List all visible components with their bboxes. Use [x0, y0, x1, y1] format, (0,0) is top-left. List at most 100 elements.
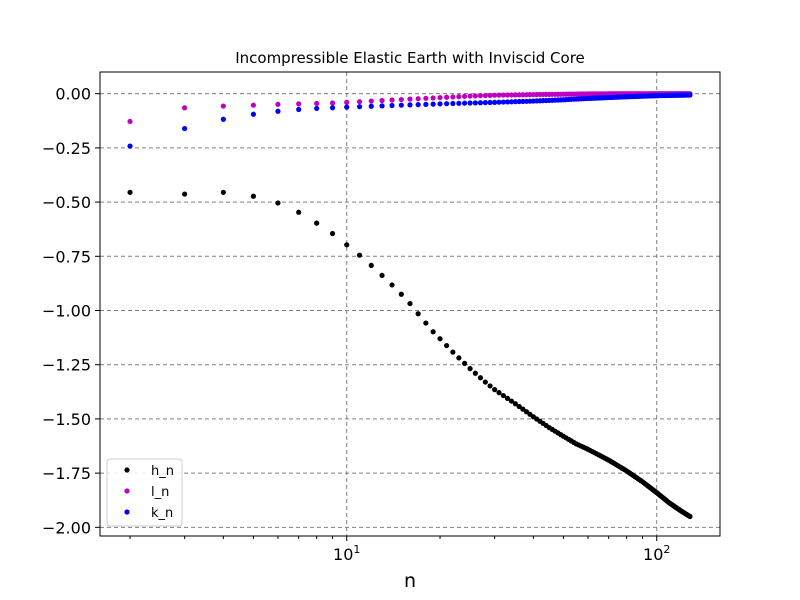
point-kn — [296, 106, 302, 113]
x-tick-label: 101 — [333, 543, 360, 564]
point-hn — [487, 383, 493, 389]
y-tick-label: −1.75 — [42, 464, 91, 483]
point-kn — [314, 105, 320, 112]
point-hn — [127, 189, 133, 195]
point-hn — [314, 220, 320, 226]
legend-box — [106, 458, 183, 527]
point-kn — [516, 98, 522, 105]
point-hn — [512, 401, 518, 407]
point-kn — [329, 105, 336, 111]
data-points — [127, 91, 693, 520]
point-ln — [430, 95, 436, 101]
point-ln — [379, 97, 385, 104]
point-ln — [487, 92, 493, 98]
point-kn — [450, 100, 456, 107]
point-ln — [500, 92, 506, 98]
legend-marker-kn — [124, 509, 130, 515]
point-kn — [356, 104, 363, 110]
point-hn — [516, 403, 522, 410]
axis-ticks: 0.00 −0.25 −0.50 −0.75 −1.00 −1.25 −1.50 −1.75 −… — [42, 85, 670, 564]
grid — [100, 72, 720, 536]
point-ln — [516, 92, 522, 98]
point-ln — [389, 97, 395, 103]
x-tick-label-exp: 1 — [353, 543, 360, 556]
point-kn — [182, 125, 188, 132]
point-kn — [512, 99, 518, 105]
point-ln — [423, 95, 429, 101]
point-hn — [482, 379, 488, 385]
legend-marker-ln — [124, 488, 130, 494]
point-kn — [398, 102, 404, 108]
chart-title: Incompressible Elastic Earth with Invisc… — [235, 49, 585, 67]
plot-frame — [99, 71, 721, 537]
point-hn — [461, 360, 468, 366]
point-ln — [456, 94, 462, 100]
point-ln — [296, 101, 302, 107]
point-ln — [496, 92, 502, 98]
point-hn — [250, 193, 256, 199]
legend: h_n l_n k_n — [106, 458, 183, 527]
point-ln — [368, 98, 374, 104]
point-kn — [496, 99, 502, 105]
point-hn — [344, 242, 350, 248]
point-hn — [356, 252, 363, 258]
point-ln — [398, 96, 404, 103]
point-kn — [389, 102, 395, 109]
point-hn — [389, 282, 395, 288]
y-tick-label: −0.50 — [42, 193, 91, 212]
point-ln — [504, 92, 511, 98]
y-tick-label: 0.00 — [55, 85, 91, 104]
y-tick-label: −1.50 — [42, 410, 91, 429]
point-hn — [472, 370, 478, 376]
point-kn — [407, 102, 413, 108]
point-kn — [368, 103, 374, 109]
point-ln — [450, 94, 456, 100]
point-ln — [220, 103, 226, 109]
point-ln — [182, 105, 188, 111]
point-hn — [504, 395, 511, 401]
point-kn — [508, 99, 515, 105]
point-kn — [467, 100, 473, 106]
point-ln — [444, 94, 450, 100]
point-ln — [477, 93, 484, 99]
x-tick-label-exp: 2 — [663, 543, 670, 556]
point-hn — [220, 189, 226, 195]
x-tick-label: 102 — [643, 543, 670, 564]
point-kn — [127, 143, 133, 149]
y-tick-label: −0.75 — [42, 247, 91, 266]
point-ln — [482, 92, 488, 99]
x-tick-label-base: 10 — [333, 545, 353, 564]
point-hn — [379, 272, 385, 278]
point-kn — [415, 102, 421, 108]
point-kn — [487, 99, 493, 106]
point-ln — [127, 118, 133, 125]
point-hn — [500, 392, 506, 399]
point-kn — [344, 104, 350, 110]
point-ln — [415, 96, 421, 102]
legend-marker-hn — [124, 467, 130, 473]
x-tick-label-base: 10 — [643, 545, 663, 564]
point-hn — [492, 387, 498, 393]
y-tick-label: −0.25 — [42, 139, 91, 158]
x-axis-label: n — [404, 570, 416, 592]
point-ln — [344, 99, 350, 105]
point-hn — [520, 406, 526, 412]
point-hn — [496, 390, 502, 396]
point-kn — [423, 101, 429, 107]
y-tick-label: −1.00 — [42, 302, 91, 321]
point-hn — [687, 513, 693, 520]
point-kn — [477, 100, 484, 106]
point-kn — [482, 100, 488, 106]
point-hn — [456, 355, 462, 361]
point-kn — [504, 99, 511, 105]
legend-label-kn: k_n — [151, 506, 173, 521]
point-ln — [520, 92, 526, 98]
point-hn — [430, 329, 436, 335]
point-kn — [437, 101, 443, 107]
point-kn — [379, 103, 385, 109]
point-ln — [407, 96, 413, 102]
point-kn — [430, 101, 436, 107]
point-hn — [407, 300, 413, 307]
point-hn — [182, 191, 188, 197]
